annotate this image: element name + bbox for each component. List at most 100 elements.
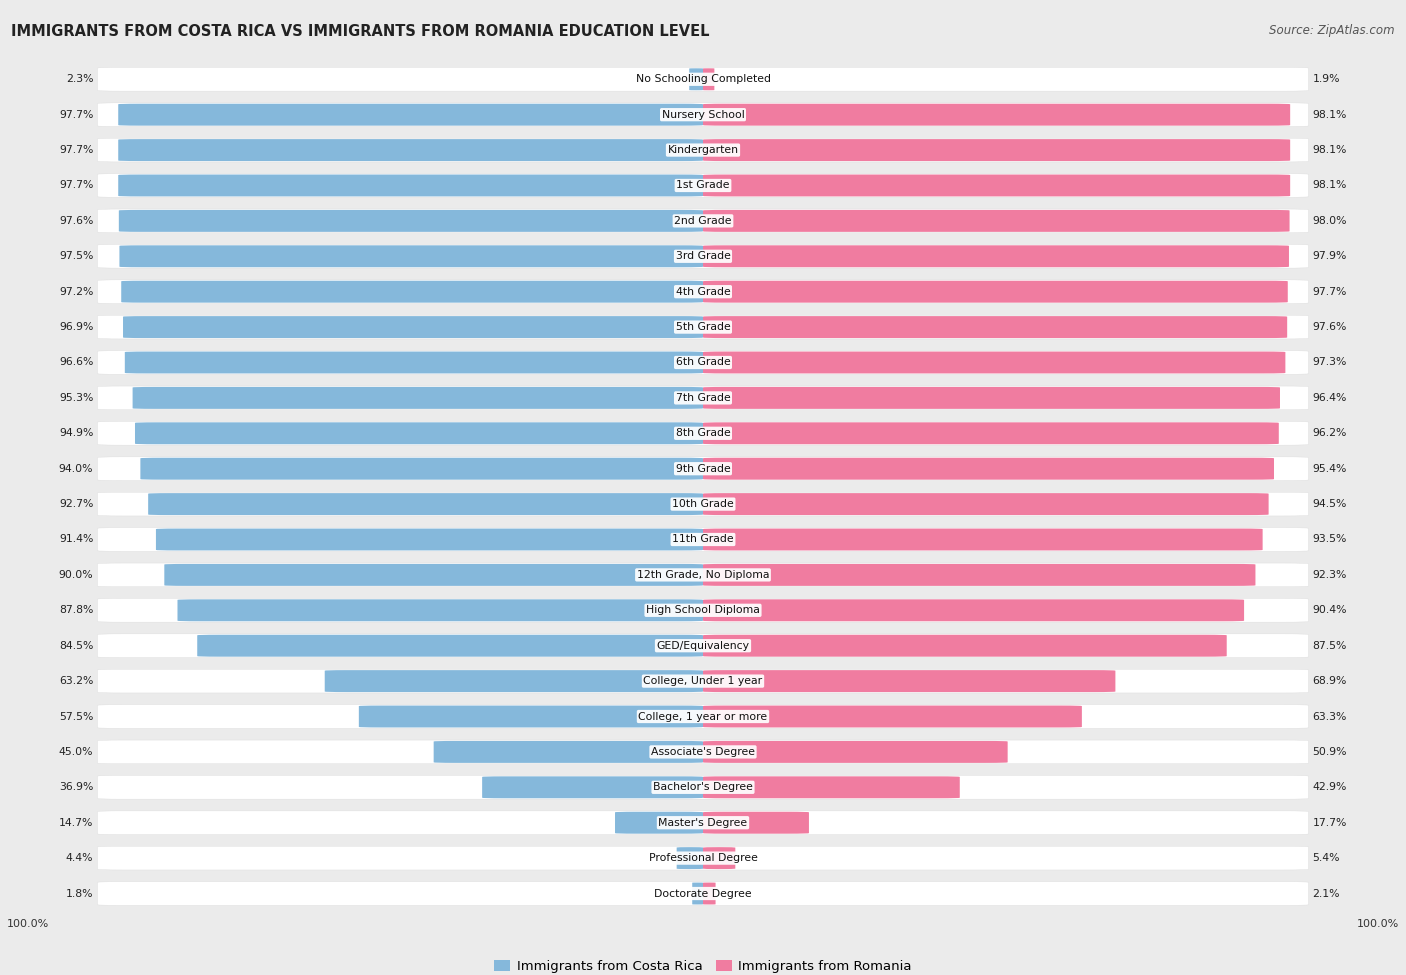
FancyBboxPatch shape: [703, 564, 1256, 586]
FancyBboxPatch shape: [703, 457, 1274, 480]
Text: 10th Grade: 10th Grade: [672, 499, 734, 509]
Text: 97.7%: 97.7%: [1313, 287, 1347, 296]
FancyBboxPatch shape: [97, 421, 1309, 446]
FancyBboxPatch shape: [703, 706, 1081, 727]
Text: 96.2%: 96.2%: [1313, 428, 1347, 439]
Text: 98.1%: 98.1%: [1313, 109, 1347, 120]
Text: 97.6%: 97.6%: [59, 215, 93, 226]
FancyBboxPatch shape: [97, 563, 1309, 587]
Text: Kindergarten: Kindergarten: [668, 145, 738, 155]
Text: No Schooling Completed: No Schooling Completed: [636, 74, 770, 84]
Text: 2.1%: 2.1%: [1313, 888, 1340, 899]
FancyBboxPatch shape: [141, 457, 703, 480]
Text: 98.1%: 98.1%: [1313, 145, 1347, 155]
FancyBboxPatch shape: [703, 600, 1244, 621]
FancyBboxPatch shape: [703, 882, 716, 905]
FancyBboxPatch shape: [97, 209, 1309, 233]
Text: 87.5%: 87.5%: [1313, 641, 1347, 650]
FancyBboxPatch shape: [120, 210, 703, 232]
Text: 9th Grade: 9th Grade: [676, 464, 730, 474]
FancyBboxPatch shape: [689, 68, 703, 91]
Text: 17.7%: 17.7%: [1313, 818, 1347, 828]
Text: 97.6%: 97.6%: [1313, 322, 1347, 332]
FancyBboxPatch shape: [703, 776, 960, 799]
Text: 93.5%: 93.5%: [1313, 534, 1347, 544]
Text: Source: ZipAtlas.com: Source: ZipAtlas.com: [1270, 24, 1395, 37]
FancyBboxPatch shape: [97, 102, 1309, 127]
Text: 97.2%: 97.2%: [59, 287, 93, 296]
Text: 7th Grade: 7th Grade: [676, 393, 730, 403]
Text: 1.9%: 1.9%: [1313, 74, 1340, 84]
Text: 63.2%: 63.2%: [59, 676, 93, 686]
FancyBboxPatch shape: [97, 527, 1309, 551]
FancyBboxPatch shape: [97, 740, 1309, 763]
Text: 96.9%: 96.9%: [59, 322, 93, 332]
Text: 87.8%: 87.8%: [59, 605, 93, 615]
FancyBboxPatch shape: [703, 528, 1263, 551]
Text: High School Diploma: High School Diploma: [647, 605, 759, 615]
Text: 96.6%: 96.6%: [59, 358, 93, 368]
Text: 95.3%: 95.3%: [59, 393, 93, 403]
Text: 14.7%: 14.7%: [59, 818, 93, 828]
FancyBboxPatch shape: [703, 387, 1279, 409]
Text: Professional Degree: Professional Degree: [648, 853, 758, 863]
FancyBboxPatch shape: [97, 315, 1309, 339]
Text: 50.9%: 50.9%: [1313, 747, 1347, 757]
Text: 8th Grade: 8th Grade: [676, 428, 730, 439]
Text: 90.0%: 90.0%: [59, 570, 93, 580]
Text: 97.3%: 97.3%: [1313, 358, 1347, 368]
FancyBboxPatch shape: [97, 67, 1309, 91]
FancyBboxPatch shape: [703, 493, 1268, 515]
Text: 11th Grade: 11th Grade: [672, 534, 734, 544]
Text: 63.3%: 63.3%: [1313, 712, 1347, 722]
Text: IMMIGRANTS FROM COSTA RICA VS IMMIGRANTS FROM ROMANIA EDUCATION LEVEL: IMMIGRANTS FROM COSTA RICA VS IMMIGRANTS…: [11, 24, 710, 39]
FancyBboxPatch shape: [482, 776, 703, 799]
Text: GED/Equivalency: GED/Equivalency: [657, 641, 749, 650]
FancyBboxPatch shape: [433, 741, 703, 762]
Text: Bachelor's Degree: Bachelor's Degree: [652, 782, 754, 793]
FancyBboxPatch shape: [97, 705, 1309, 728]
Text: 68.9%: 68.9%: [1313, 676, 1347, 686]
FancyBboxPatch shape: [97, 846, 1309, 870]
FancyBboxPatch shape: [165, 564, 703, 586]
Legend: Immigrants from Costa Rica, Immigrants from Romania: Immigrants from Costa Rica, Immigrants f…: [489, 955, 917, 975]
FancyBboxPatch shape: [703, 741, 1008, 762]
Text: 94.9%: 94.9%: [59, 428, 93, 439]
FancyBboxPatch shape: [703, 139, 1291, 161]
Text: 98.1%: 98.1%: [1313, 180, 1347, 190]
FancyBboxPatch shape: [118, 175, 703, 196]
Text: 92.7%: 92.7%: [59, 499, 93, 509]
Text: 1.8%: 1.8%: [66, 888, 93, 899]
Text: Nursery School: Nursery School: [662, 109, 744, 120]
FancyBboxPatch shape: [676, 847, 703, 869]
FancyBboxPatch shape: [177, 600, 703, 621]
Text: Associate's Degree: Associate's Degree: [651, 747, 755, 757]
FancyBboxPatch shape: [703, 316, 1286, 338]
FancyBboxPatch shape: [97, 245, 1309, 268]
FancyBboxPatch shape: [118, 103, 703, 126]
Text: 91.4%: 91.4%: [59, 534, 93, 544]
Text: 36.9%: 36.9%: [59, 782, 93, 793]
Text: 6th Grade: 6th Grade: [676, 358, 730, 368]
FancyBboxPatch shape: [97, 669, 1309, 693]
Text: College, Under 1 year: College, Under 1 year: [644, 676, 762, 686]
FancyBboxPatch shape: [97, 775, 1309, 799]
FancyBboxPatch shape: [703, 68, 714, 91]
FancyBboxPatch shape: [148, 493, 703, 515]
FancyBboxPatch shape: [703, 422, 1279, 445]
Text: 95.4%: 95.4%: [1313, 464, 1347, 474]
Text: Doctorate Degree: Doctorate Degree: [654, 888, 752, 899]
Text: 94.0%: 94.0%: [59, 464, 93, 474]
Text: 90.4%: 90.4%: [1313, 605, 1347, 615]
Text: 84.5%: 84.5%: [59, 641, 93, 650]
FancyBboxPatch shape: [118, 139, 703, 161]
Text: Master's Degree: Master's Degree: [658, 818, 748, 828]
Text: 2nd Grade: 2nd Grade: [675, 215, 731, 226]
FancyBboxPatch shape: [120, 246, 703, 267]
Text: 97.7%: 97.7%: [59, 109, 93, 120]
FancyBboxPatch shape: [97, 599, 1309, 622]
Text: 45.0%: 45.0%: [59, 747, 93, 757]
FancyBboxPatch shape: [132, 387, 703, 409]
FancyBboxPatch shape: [97, 138, 1309, 162]
Text: College, 1 year or more: College, 1 year or more: [638, 712, 768, 722]
